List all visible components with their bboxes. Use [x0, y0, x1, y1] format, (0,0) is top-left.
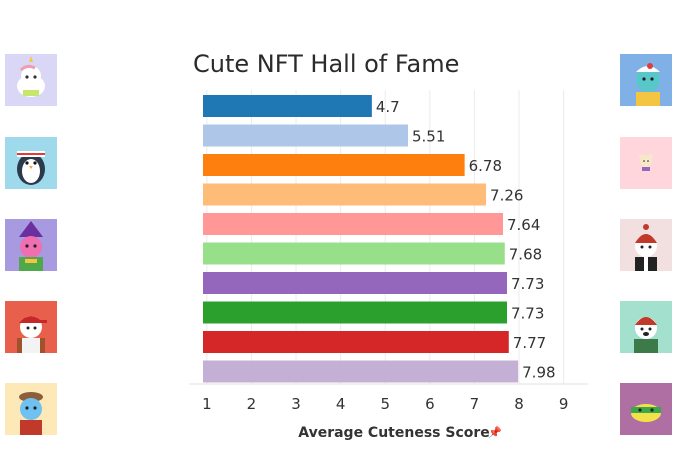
- bar-4: [203, 183, 487, 206]
- bar-10: [203, 360, 519, 383]
- x-tick-label-7: 7: [470, 395, 480, 413]
- bar-value-label-4: 7.26: [490, 187, 523, 205]
- bar-value-label-2: 5.51: [412, 128, 445, 146]
- x-tick-label-3: 3: [291, 395, 301, 413]
- bar-1: [203, 95, 372, 117]
- red-cap-bear-icon: [5, 301, 57, 353]
- bar-3: [203, 154, 465, 176]
- x-tick-label-8: 8: [514, 395, 524, 413]
- x-tick-label-5: 5: [380, 395, 390, 413]
- bar-8: [203, 301, 507, 324]
- green-hat-bear-icon: [620, 301, 672, 353]
- bar-9: [203, 331, 509, 353]
- beanie-bear-icon: [620, 219, 672, 271]
- x-tick-label-2: 2: [247, 395, 257, 413]
- witch-creature-icon: [5, 219, 57, 271]
- cap-bird-icon: [620, 54, 672, 106]
- penguin-icon: [5, 137, 57, 189]
- bar-value-label-9: 7.77: [513, 334, 546, 352]
- bar-value-label-5: 7.64: [507, 216, 540, 234]
- bar-value-label-6: 7.68: [509, 246, 542, 264]
- small-bear-icon: [620, 137, 672, 189]
- bar-value-label-8: 7.73: [511, 305, 544, 323]
- chart-title: Cute NFT Hall of Fame: [193, 50, 460, 78]
- bar-5: [203, 213, 503, 235]
- frog-icon: [620, 383, 672, 435]
- bar-value-label-3: 6.78: [469, 157, 502, 175]
- x-tick-label-4: 4: [336, 395, 346, 413]
- bar-2: [203, 124, 408, 147]
- unicorn-cat-icon: [5, 54, 57, 106]
- bar-7: [203, 272, 507, 294]
- bar-6: [203, 242, 505, 265]
- bar-value-label-1: 4.7: [376, 98, 400, 116]
- x-tick-label-6: 6: [425, 395, 435, 413]
- x-axis-title: Average Cuteness Score: [298, 425, 490, 441]
- pin-icon[interactable]: 📌: [488, 425, 502, 439]
- bar-value-label-10: 7.98: [522, 364, 555, 382]
- x-tick-label-9: 9: [559, 395, 569, 413]
- blue-creature-icon: [5, 383, 57, 435]
- x-tick-label-1: 1: [202, 395, 212, 413]
- bar-value-label-7: 7.73: [511, 275, 544, 293]
